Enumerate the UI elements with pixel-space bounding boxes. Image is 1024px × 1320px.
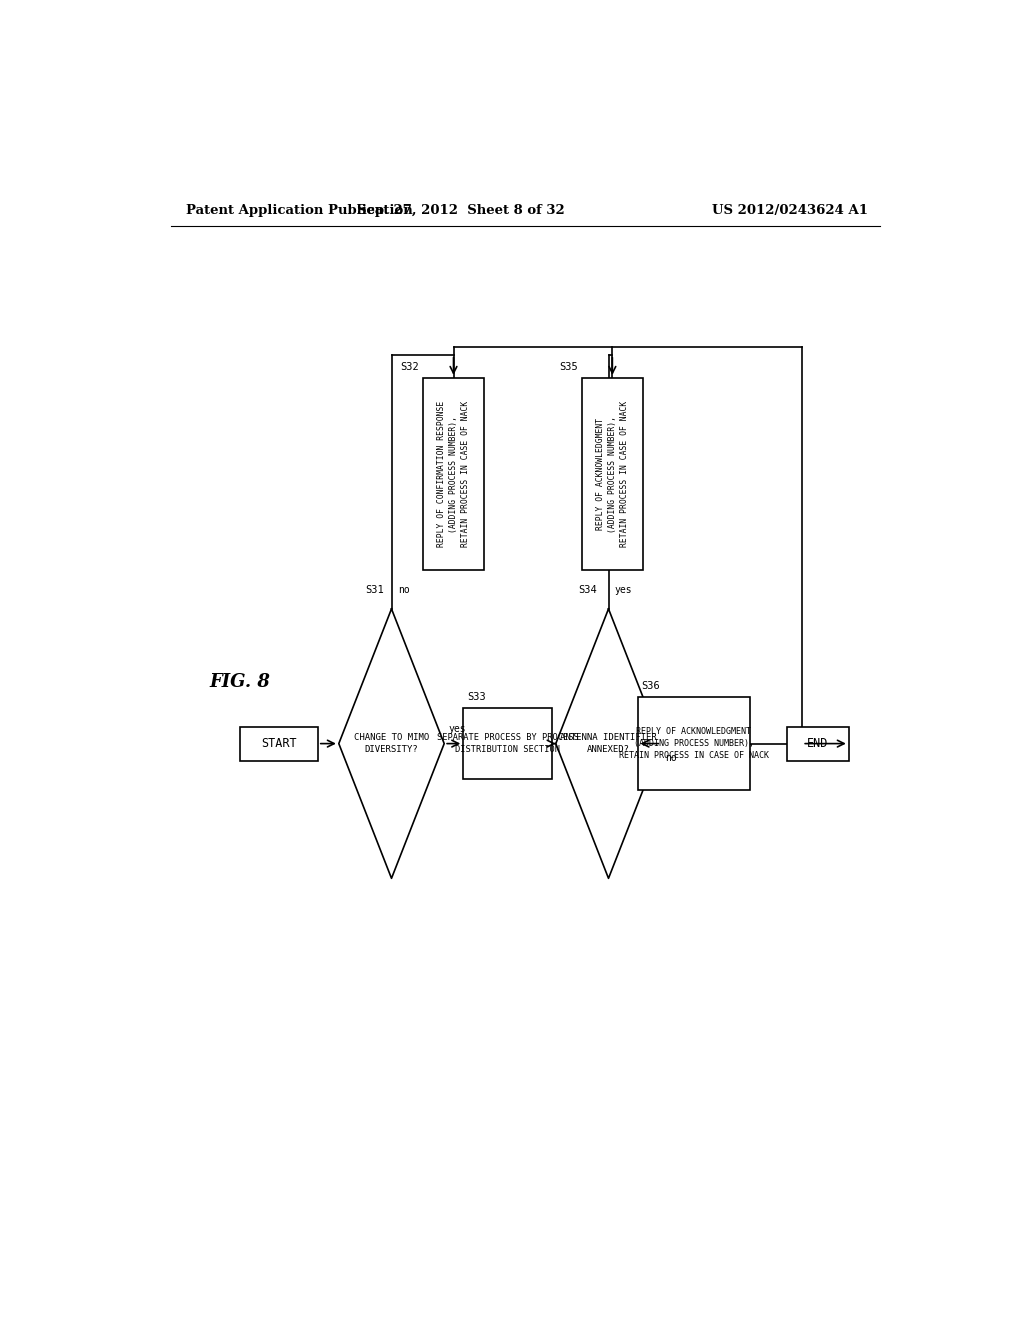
Text: REPLY OF ACKNOWLEDGMENT
(ADDING PROCESS NUMBER),
RETAIN PROCESS IN CASE OF NACK: REPLY OF ACKNOWLEDGMENT (ADDING PROCESS … bbox=[618, 727, 769, 760]
Text: Sep. 27, 2012  Sheet 8 of 32: Sep. 27, 2012 Sheet 8 of 32 bbox=[357, 205, 565, 218]
Text: REPLY OF ACKNOWLEDGMENT
(ADDING PROCESS NUMBER),
RETAIN PROCESS IN CASE OF NACK: REPLY OF ACKNOWLEDGMENT (ADDING PROCESS … bbox=[596, 401, 629, 548]
Bar bbox=[786, 726, 849, 760]
Text: S32: S32 bbox=[400, 362, 419, 372]
Text: yes: yes bbox=[614, 585, 633, 595]
Text: S31: S31 bbox=[365, 585, 384, 595]
Text: Patent Application Publication: Patent Application Publication bbox=[186, 205, 413, 218]
Text: S35: S35 bbox=[559, 362, 578, 372]
Text: CHANGE TO MIMO
DIVERSITY?: CHANGE TO MIMO DIVERSITY? bbox=[354, 733, 429, 754]
Text: START: START bbox=[261, 737, 297, 750]
Text: FIG. 8: FIG. 8 bbox=[209, 673, 270, 690]
Bar bbox=[638, 697, 750, 789]
Text: S34: S34 bbox=[579, 585, 597, 595]
Bar bbox=[241, 726, 317, 760]
Bar bbox=[423, 378, 483, 570]
Text: S33: S33 bbox=[467, 692, 485, 702]
Text: SEPARATE PROCESS BY PROCESS
DISTRIBUTION SECTION: SEPARATE PROCESS BY PROCESS DISTRIBUTION… bbox=[437, 733, 579, 754]
Text: US 2012/0243624 A1: US 2012/0243624 A1 bbox=[712, 205, 868, 218]
Text: no: no bbox=[397, 585, 410, 595]
Text: REPLY OF CONFIRMATION RESPONSE
(ADDING PROCESS NUMBER),
RETAIN PROCESS IN CASE O: REPLY OF CONFIRMATION RESPONSE (ADDING P… bbox=[437, 401, 470, 548]
Text: END: END bbox=[807, 737, 828, 750]
Bar bbox=[583, 378, 643, 570]
Text: S36: S36 bbox=[641, 681, 660, 692]
Bar bbox=[463, 708, 552, 779]
Text: yes: yes bbox=[449, 725, 466, 734]
Text: no: no bbox=[665, 752, 677, 763]
Text: ANTENNA IDENTIFIER
ANNEXED?: ANTENNA IDENTIFIER ANNEXED? bbox=[560, 733, 656, 754]
